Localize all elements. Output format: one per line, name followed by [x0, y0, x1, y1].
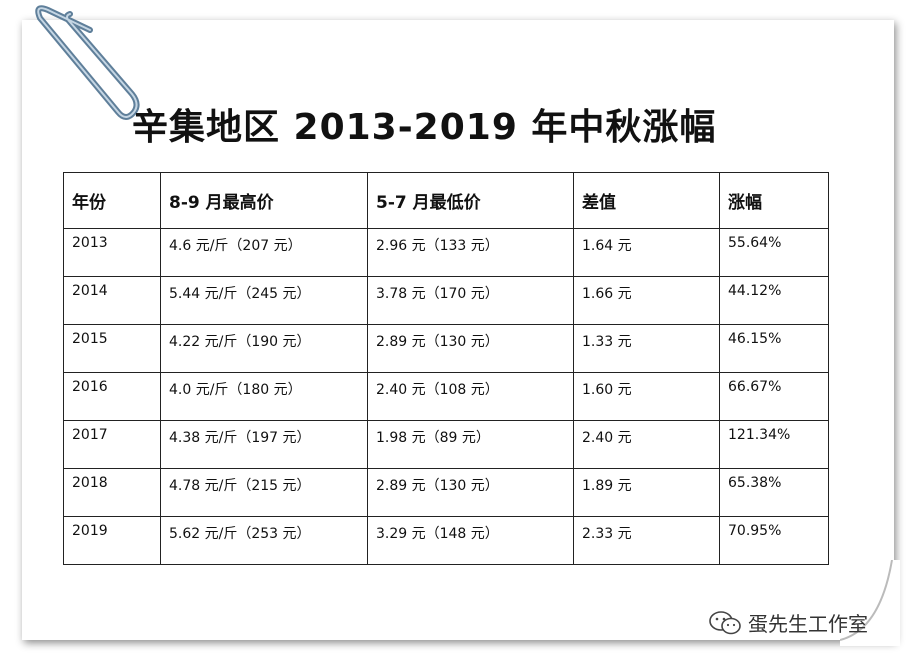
column-header: 差值 — [573, 172, 720, 229]
table-cell: 66.67% — [719, 372, 829, 421]
table-cell: 3.78 元（170 元） — [367, 276, 574, 325]
table-cell: 4.78 元/斤（215 元） — [160, 468, 368, 517]
table-cell: 4.38 元/斤（197 元） — [160, 420, 368, 469]
table-cell: 70.95% — [719, 516, 829, 565]
paperclip — [35, 5, 140, 120]
table-cell: 2019 — [63, 516, 161, 565]
table-cell: 1.89 元 — [573, 468, 720, 517]
table-cell: 3.29 元（148 元） — [367, 516, 574, 565]
table-cell: 2013 — [63, 228, 161, 277]
table-cell: 4.0 元/斤（180 元） — [160, 372, 368, 421]
table-cell: 2016 — [63, 372, 161, 421]
table-cell: 1.33 元 — [573, 324, 720, 373]
table-cell: 1.60 元 — [573, 372, 720, 421]
table-cell: 2018 — [63, 468, 161, 517]
table-row: 2016 4.0 元/斤（180 元） 2.40 元（108 元） 1.60 元 66.… — [63, 372, 829, 421]
table-cell: 1.66 元 — [573, 276, 720, 325]
table-cell: 121.34% — [719, 420, 829, 469]
table-row: 2017 4.38 元/斤（197 元） 1.98 元（89 元） 2.40 元 121… — [63, 420, 829, 469]
table-row: 2013 4.6 元/斤（207 元） 2.96 元（133 元） 1.64 元 55.… — [63, 228, 829, 277]
table-cell: 2.96 元（133 元） — [367, 228, 574, 277]
watermark-text: 蛋先生工作室 — [748, 612, 868, 636]
column-header: 年份 — [63, 172, 161, 229]
table-cell: 4.22 元/斤（190 元） — [160, 324, 368, 373]
table-cell: 5.62 元/斤（253 元） — [160, 516, 368, 565]
table-row: 2019 5.62 元/斤（253 元） 3.29 元（148 元） 2.33 元 70… — [63, 516, 829, 565]
table-cell: 65.38% — [719, 468, 829, 517]
table-cell: 2.33 元 — [573, 516, 720, 565]
column-header: 5-7 月最低价 — [367, 172, 574, 229]
table-row: 2018 4.78 元/斤（215 元） 2.89 元（130 元） 1.89 元 65… — [63, 468, 829, 517]
watermark: 蛋先生工作室 — [708, 608, 868, 637]
table-cell: 2.89 元（130 元） — [367, 324, 574, 373]
title: 辛集地区 2013-2019 年中秋涨幅 — [132, 107, 717, 148]
table-body: 2013 4.6 元/斤（207 元） 2.96 元（133 元） 1.64 元 55.… — [63, 228, 829, 565]
table-cell: 55.64% — [719, 228, 829, 277]
column-header: 8-9 月最高价 — [160, 172, 368, 229]
table-cell: 44.12% — [719, 276, 829, 325]
table-cell: 2014 — [63, 276, 161, 325]
table-cell: 2017 — [63, 420, 161, 469]
table-cell: 1.64 元 — [573, 228, 720, 277]
table-cell: 2.40 元（108 元） — [367, 372, 574, 421]
table-cell: 4.6 元/斤（207 元） — [160, 228, 368, 277]
table-row: 2014 5.44 元/斤（245 元） 3.78 元（170 元） 1.66 元 44… — [63, 276, 829, 325]
table-cell: 5.44 元/斤（245 元） — [160, 276, 368, 325]
table-cell: 2.40 元 — [573, 420, 720, 469]
table-cell: 1.98 元（89 元） — [367, 420, 574, 469]
table-cell: 46.15% — [719, 324, 829, 373]
table-cell: 2015 — [63, 324, 161, 373]
wechat-icon — [709, 610, 741, 634]
table-row: 2015 4.22 元/斤（190 元） 2.89 元（130 元） 1.33 元 46… — [63, 324, 829, 373]
column-header: 涨幅 — [719, 172, 829, 229]
header-row: 年份 8-9 月最高价 5-7 月最低价 差值 涨幅 — [63, 172, 829, 229]
price-table: 年份 8-9 月最高价 5-7 月最低价 差值 涨幅 2013 4.6 元/斤（207 元… — [63, 172, 829, 565]
table-cell: 2.89 元（130 元） — [367, 468, 574, 517]
page-curl — [840, 560, 900, 646]
